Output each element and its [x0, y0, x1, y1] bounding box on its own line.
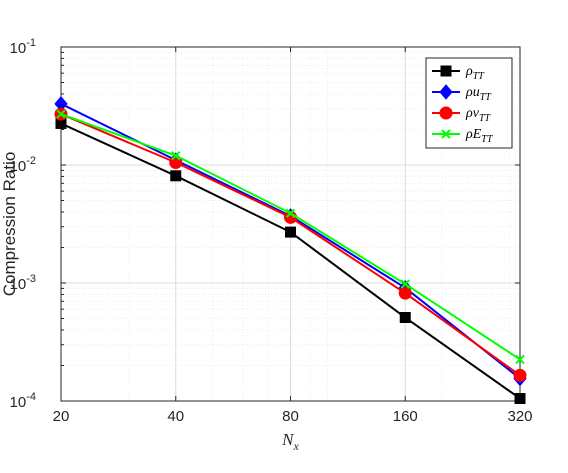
x-tick-label: 20 — [53, 408, 70, 425]
x-axis-label: Nx — [281, 430, 299, 453]
x-axis-label-base: N — [281, 430, 295, 449]
square-marker — [440, 65, 452, 77]
legend-entry: ρvTT — [432, 106, 491, 124]
axis-ticks: 20 40 80 160 320 10-4 10-3 10-2 10-1 — [10, 37, 533, 425]
legend-label: ρvTT — [465, 106, 491, 124]
circle-marker — [513, 368, 527, 382]
legend-entry: ρTT — [432, 64, 485, 82]
circle-marker — [439, 106, 453, 120]
series-3 — [56, 109, 525, 365]
x-marker — [515, 354, 525, 365]
square-marker — [514, 392, 526, 404]
x-axis-label-sub: x — [293, 439, 300, 453]
y-tick-label: 10-1 — [10, 37, 36, 57]
square-marker — [285, 226, 296, 238]
legend-entry: ρETT — [432, 127, 494, 145]
square-marker — [399, 312, 411, 324]
legend-entry: ρuTT — [432, 84, 492, 103]
y-tick-label: 10-2 — [10, 155, 36, 175]
x-tick-label: 80 — [282, 408, 299, 425]
y-axis-label: Compression Ratio — [0, 152, 19, 297]
x-marker — [171, 150, 181, 161]
x-marker — [56, 109, 66, 119]
y-tick-label: 10-3 — [10, 273, 36, 293]
y-tick-label: 10-4 — [10, 391, 36, 411]
square-marker — [170, 170, 182, 182]
x-tick-label: 320 — [507, 408, 532, 425]
axis-labels: Compression Ratio Nx — [0, 152, 300, 453]
x-marker — [400, 279, 410, 289]
x-marker — [285, 208, 296, 218]
circle-marker — [398, 286, 412, 300]
x-tick-label: 160 — [393, 408, 418, 425]
legend-label: ρETT — [465, 127, 494, 145]
x-marker — [441, 129, 451, 139]
data-series — [54, 96, 527, 404]
diamond-marker — [439, 84, 453, 100]
legend-label: ρTT — [465, 64, 485, 82]
legend: ρTT ρuTT ρvTT ρETT — [425, 57, 513, 149]
series-0 — [55, 117, 526, 404]
x-tick-label: 40 — [167, 408, 184, 425]
legend-label: ρuTT — [465, 85, 492, 103]
